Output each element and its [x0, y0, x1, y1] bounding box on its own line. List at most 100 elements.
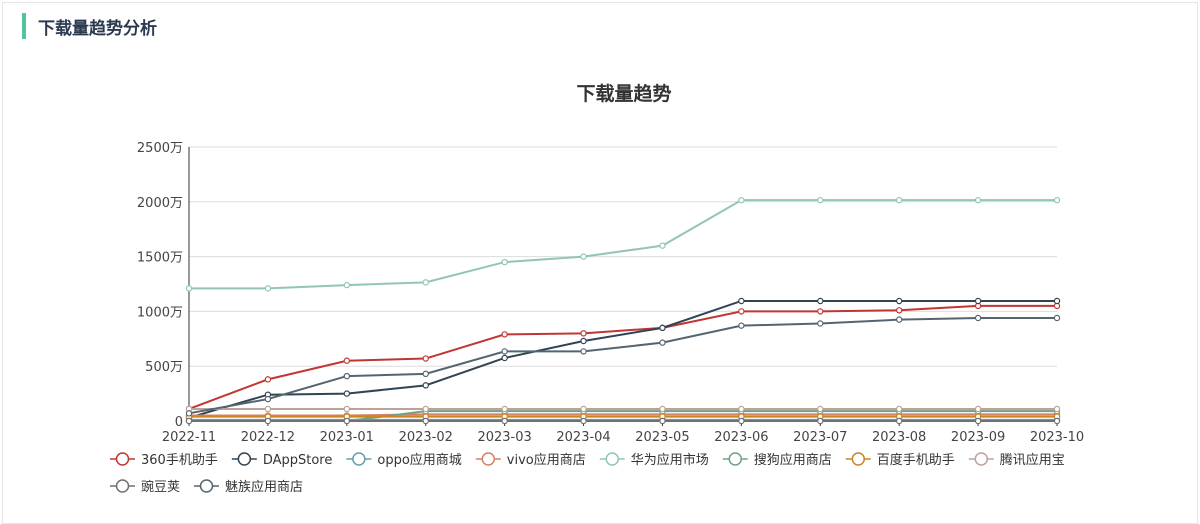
data-point[interactable] [343, 357, 351, 364]
data-point[interactable] [738, 322, 745, 329]
data-point[interactable] [343, 417, 351, 425]
data-point[interactable] [974, 417, 982, 425]
data-point[interactable] [659, 339, 666, 346]
data-point[interactable] [185, 417, 193, 425]
data-point[interactable] [501, 417, 508, 425]
data-point[interactable] [895, 307, 903, 314]
legend-item[interactable]: 360手机助手 [110, 452, 218, 468]
legend-label: 华为应用市场 [631, 452, 709, 468]
series-line [188, 316, 1057, 415]
data-point[interactable] [343, 372, 351, 380]
data-point[interactable] [895, 405, 903, 413]
legend-item[interactable]: oppo应用商城 [346, 452, 462, 468]
data-point[interactable] [817, 196, 824, 204]
data-point[interactable] [501, 348, 508, 355]
legend-item[interactable]: 腾讯应用宝 [968, 452, 1065, 468]
legend-item[interactable]: 百度手机助手 [845, 452, 955, 468]
series-line [188, 304, 1057, 410]
data-point[interactable] [659, 242, 666, 249]
data-point[interactable] [738, 417, 745, 425]
data-point[interactable] [974, 297, 982, 305]
data-point[interactable] [422, 417, 429, 425]
x-tick-label: 2023-09 [951, 430, 1005, 445]
y-tick-label: 0 [175, 415, 183, 430]
data-point[interactable] [343, 405, 351, 413]
data-point[interactable] [422, 405, 429, 413]
x-tick-label: 2023-08 [872, 430, 926, 445]
data-point[interactable] [738, 297, 745, 305]
data-point[interactable] [343, 281, 351, 289]
data-point[interactable] [738, 308, 745, 315]
data-point[interactable] [264, 285, 272, 292]
data-point[interactable] [264, 417, 272, 425]
y-tick-label: 500万 [145, 360, 183, 375]
data-point[interactable] [817, 320, 824, 327]
legend-circle-icon [115, 452, 130, 466]
data-point[interactable] [264, 405, 272, 413]
legend-item[interactable]: 华为应用市场 [599, 452, 709, 468]
data-point[interactable] [817, 297, 824, 305]
data-point[interactable] [659, 405, 666, 413]
legend-item[interactable]: 搜狗应用商店 [722, 452, 832, 468]
data-point[interactable] [738, 405, 745, 413]
legend-label: 360手机助手 [141, 453, 218, 468]
legend-circle-icon [237, 452, 252, 466]
data-point[interactable] [501, 258, 508, 266]
data-point[interactable] [1053, 314, 1061, 322]
legend-label: oppo应用商城 [377, 452, 461, 468]
data-point[interactable] [185, 285, 193, 292]
data-point[interactable] [895, 196, 903, 204]
data-point[interactable] [974, 314, 982, 322]
data-point[interactable] [895, 297, 903, 305]
y-tick-label: 1500万 [137, 251, 183, 266]
data-point[interactable] [895, 417, 903, 425]
data-point[interactable] [422, 382, 429, 389]
data-point[interactable] [974, 196, 982, 204]
data-point[interactable] [580, 405, 587, 413]
data-point[interactable] [580, 253, 587, 260]
x-tick-label: 2023-06 [714, 430, 768, 445]
data-point[interactable] [1053, 405, 1061, 413]
legend-circle-icon [115, 479, 130, 493]
data-point[interactable] [659, 417, 666, 425]
data-point[interactable] [501, 405, 508, 413]
x-tick-label: 2022-11 [162, 430, 216, 445]
data-point[interactable] [817, 308, 824, 315]
data-point[interactable] [422, 355, 429, 362]
legend-item[interactable]: vivo应用商店 [475, 452, 586, 468]
data-point[interactable] [264, 395, 272, 403]
data-point[interactable] [895, 316, 903, 323]
data-point[interactable] [343, 390, 351, 397]
data-point[interactable] [817, 417, 824, 425]
data-point[interactable] [974, 405, 982, 413]
data-point[interactable] [580, 348, 587, 355]
chart-title: 下载量趋势 [576, 82, 671, 105]
data-point[interactable] [422, 279, 429, 286]
data-point[interactable] [580, 330, 587, 337]
data-point[interactable] [1053, 196, 1061, 204]
legend-label: DAppStore [263, 453, 333, 468]
data-point[interactable] [1053, 297, 1061, 305]
data-point[interactable] [501, 354, 508, 362]
legend-circle-icon [481, 452, 496, 466]
series-line [188, 299, 1057, 419]
series-line [189, 413, 1057, 417]
x-tick-label: 2023-03 [477, 430, 531, 445]
data-point[interactable] [580, 417, 587, 425]
data-point[interactable] [659, 324, 666, 332]
data-point[interactable] [185, 410, 193, 417]
data-point[interactable] [501, 331, 508, 338]
legend-circle-icon [974, 452, 989, 466]
x-tick-label: 2023-05 [635, 430, 689, 445]
data-point[interactable] [817, 405, 824, 413]
x-tick-label: 2023-07 [793, 430, 847, 445]
data-point[interactable] [580, 337, 587, 345]
legend-item[interactable]: 魅族应用商店 [194, 479, 303, 495]
data-point[interactable] [422, 370, 429, 378]
legend-item[interactable]: DAppStore [231, 452, 333, 468]
data-point[interactable] [738, 196, 745, 204]
legend-item[interactable]: 豌豆荚 [110, 479, 180, 495]
data-point[interactable] [264, 376, 272, 383]
data-point[interactable] [1053, 417, 1061, 425]
legend-circle-icon [605, 452, 619, 466]
